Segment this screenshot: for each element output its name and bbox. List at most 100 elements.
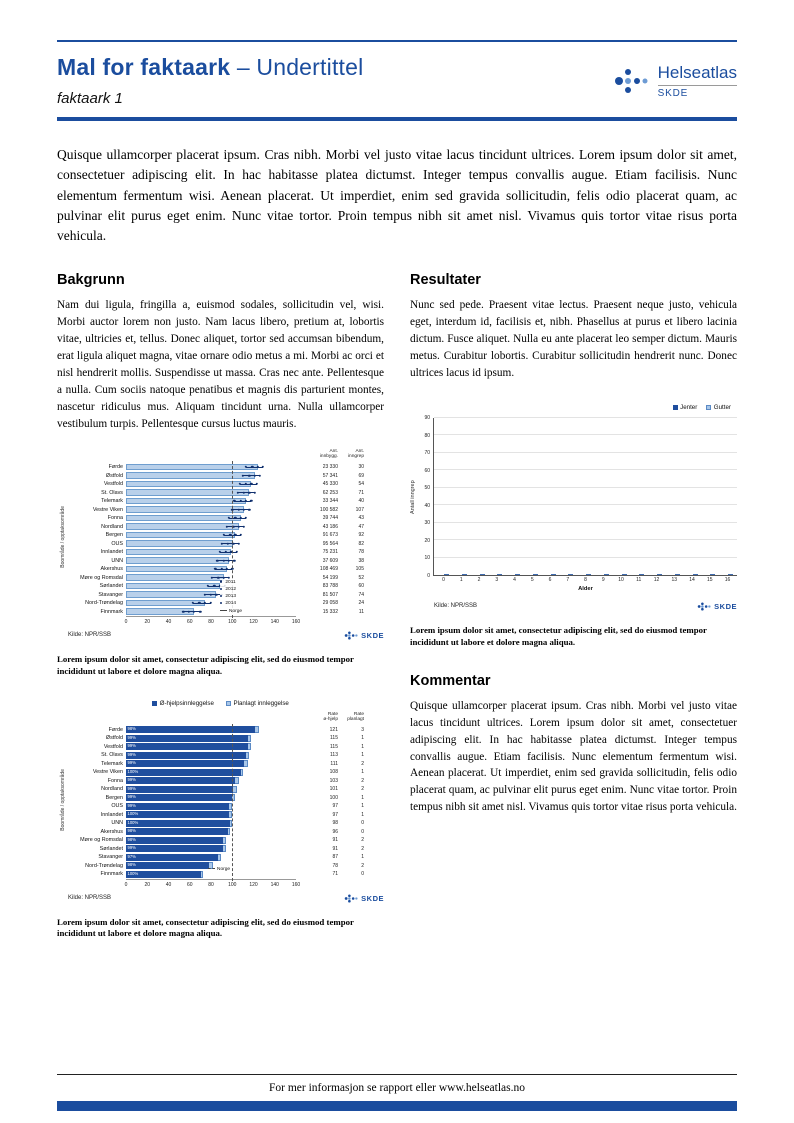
- chart-row: OUS 99% 97 1: [68, 802, 384, 811]
- bar-rate: [126, 523, 239, 530]
- value-col-2: 2: [361, 777, 364, 784]
- value-col-2: 78: [358, 549, 364, 556]
- header-rule: [57, 117, 737, 121]
- bar-gutter: [692, 573, 698, 575]
- value-col-2: 1: [361, 854, 364, 861]
- year-marker-icon: [233, 499, 236, 503]
- gridline: [434, 521, 737, 523]
- chart-age-distribution: Jenter Gutter Antall inngrep 0 10 20 30 40 50 60 7…: [410, 404, 737, 612]
- bar-ohjelp: 99%: [126, 751, 247, 759]
- bar-group: [703, 573, 716, 575]
- bar-track: 99%: [126, 794, 296, 802]
- year-marker-icon: [237, 542, 240, 545]
- value-col-2: 2: [361, 845, 364, 852]
- year-marker-icon: [237, 525, 240, 528]
- chart-row: Sørlandet 99% 91 2: [68, 845, 384, 854]
- chart-row: Nordland 43 186 47: [68, 522, 384, 531]
- bar-gutter: [586, 573, 592, 575]
- chart-row: Fonna 39 744 43: [68, 514, 384, 523]
- x-tick-label: 4: [513, 576, 516, 583]
- bar-rate: [126, 489, 250, 496]
- bar-percent-label: 99%: [127, 743, 136, 749]
- chart-row: Innlandet 100% 97 1: [68, 811, 384, 820]
- year-marker-icon: [227, 516, 231, 520]
- x-tick-label: 1: [459, 576, 463, 583]
- legend-item: Jenter: [672, 404, 697, 411]
- chart-row: Bergen 99% 100 1: [68, 794, 384, 803]
- y-tick-label: 60: [424, 467, 430, 474]
- column-header: Rate ø-hjelp: [323, 711, 338, 723]
- bar-track: [126, 591, 296, 598]
- year-marker-icon: [182, 610, 185, 613]
- value-col-2: 1: [361, 794, 364, 801]
- legend-item: Planlagt innleggelse: [225, 700, 289, 707]
- gridline: [434, 469, 737, 471]
- chart-xaxis: 0 20 40 60 80 100 120 140 160: [125, 615, 300, 625]
- value-col-2: 71: [358, 489, 364, 496]
- year-marker-icon: [244, 482, 248, 486]
- x-tick-label: 20: [144, 618, 151, 625]
- value-col-1: 62 253: [322, 489, 338, 496]
- chart-row: Førde 98% 121 3: [68, 726, 384, 735]
- bar-rate: [126, 514, 241, 522]
- value-col-1: 37 609: [322, 557, 338, 564]
- year-marker-icon: [242, 491, 246, 494]
- year-marker-icon: [225, 525, 229, 528]
- bar-track: [126, 472, 296, 479]
- year-marker-icon: [228, 533, 232, 537]
- bar-percent-label: 100%: [127, 819, 139, 825]
- bar-planlagt: [229, 811, 232, 819]
- chart-row: Akershus 98% 96 0: [68, 828, 384, 837]
- chart-xlabel: Alder: [578, 585, 593, 592]
- value-col-2: 2: [361, 862, 364, 869]
- value-col-2: 1: [361, 811, 364, 818]
- bar-planlagt: [248, 743, 251, 751]
- bar-ohjelp: 98%: [126, 828, 228, 836]
- year-marker-icon: [222, 533, 225, 537]
- x-tick-label: 120: [249, 881, 258, 888]
- range-whisker: [183, 611, 201, 613]
- value-col-1: 95 564: [322, 540, 338, 547]
- legend-swatch-icon: [225, 700, 231, 706]
- region-label: Østfold: [105, 472, 123, 479]
- norge-reference-line: [232, 723, 234, 881]
- intro-paragraph: Quisque ullamcorper placerat ipsum. Cras…: [57, 147, 737, 243]
- range-whisker: [239, 483, 257, 485]
- bar-rate: [126, 582, 220, 590]
- year-marker-icon: [234, 516, 237, 520]
- bar-ohjelp: 98%: [126, 726, 255, 734]
- x-tick-label: 3: [495, 576, 499, 583]
- gridline: [434, 504, 737, 506]
- year-marker-icon: [248, 491, 251, 494]
- x-tick-label: 100: [228, 618, 237, 625]
- y-tick-label: 70: [424, 450, 430, 457]
- bar-planlagt: [232, 794, 235, 802]
- value-col-2: 82: [358, 540, 364, 547]
- year-marker-icon: [225, 567, 229, 571]
- chart1-caption: Lorem ipsum dolor sit amet, consectetur …: [57, 653, 354, 676]
- value-col-1: 108 469: [319, 566, 338, 573]
- bar-gutter: [657, 573, 663, 575]
- page-title: Mal for faktaark – Undertittel: [57, 54, 363, 81]
- year-marker-icon: [241, 474, 245, 477]
- bar-planlagt: [218, 853, 222, 861]
- bar-rate: [126, 574, 224, 581]
- skde-logo: SKDE: [344, 893, 384, 904]
- chart-row: Telemark 33 344 40: [68, 497, 384, 506]
- year-marker-icon: [215, 593, 218, 596]
- year-marker-icon: [218, 550, 221, 554]
- year-marker-icon: [232, 525, 235, 528]
- year-marker-icon: [232, 542, 235, 545]
- region-label: St. Olavs: [101, 752, 123, 759]
- region-label: Vestfold: [103, 743, 123, 750]
- legend-swatch-icon: [706, 404, 712, 410]
- bar-percent-label: 100%: [127, 811, 139, 817]
- bar-ohjelp: 99%: [126, 777, 236, 785]
- region-label: Stavanger: [98, 854, 123, 861]
- region-label: UNN: [111, 557, 123, 564]
- value-col-2: 38: [358, 557, 364, 564]
- kommentar-text: Quisque ullamcorper placerat ipsum. Cras…: [410, 699, 737, 814]
- bar-track: [126, 506, 296, 513]
- value-col-1: 103: [329, 777, 338, 784]
- bar-gutter: [461, 573, 467, 575]
